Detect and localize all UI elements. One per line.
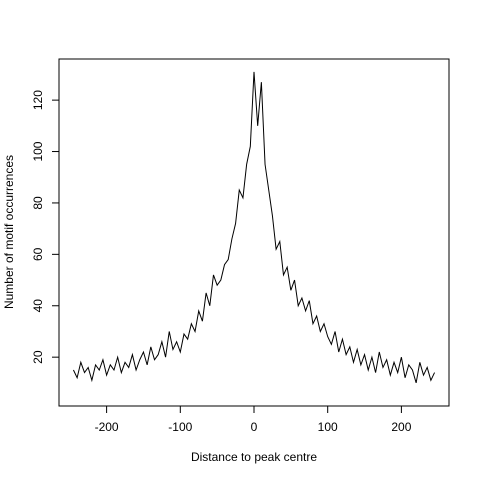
plot-box xyxy=(58,58,450,407)
y-tick-label: 120 xyxy=(31,90,45,110)
y-tick-label: 100 xyxy=(31,141,45,161)
y-tick-label: 60 xyxy=(31,247,45,261)
x-tick-label: -200 xyxy=(95,420,119,434)
x-tick-label: 200 xyxy=(391,420,411,434)
y-tick-label: 20 xyxy=(31,350,45,364)
x-tick-label: 0 xyxy=(251,420,258,434)
x-axis-label: Distance to peak centre xyxy=(191,450,317,464)
y-tick-label: 80 xyxy=(31,196,45,210)
y-tick-label: 40 xyxy=(31,299,45,313)
data-line xyxy=(72,71,436,384)
y-axis-label: Number of motif occurrences xyxy=(2,155,16,309)
x-tick-label: -100 xyxy=(168,420,192,434)
x-tick-label: 100 xyxy=(318,420,338,434)
